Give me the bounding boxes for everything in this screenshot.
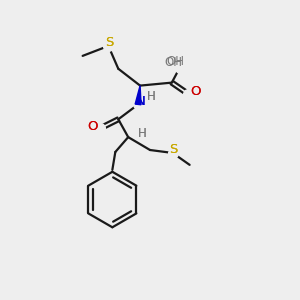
Text: H: H — [138, 127, 146, 140]
Text: O: O — [87, 120, 98, 133]
Text: OH: OH — [165, 56, 183, 69]
Text: S: S — [105, 35, 114, 49]
Text: O: O — [190, 85, 201, 98]
Text: H: H — [147, 90, 155, 103]
Text: O: O — [87, 120, 98, 133]
Text: S: S — [169, 142, 178, 155]
Text: O: O — [190, 85, 201, 98]
Text: H: H — [138, 127, 146, 140]
Text: OH: OH — [167, 55, 185, 68]
Text: S: S — [105, 35, 114, 49]
Text: N: N — [136, 95, 146, 108]
Polygon shape — [135, 85, 141, 105]
Text: N: N — [136, 95, 146, 108]
Text: H: H — [147, 90, 155, 103]
Text: S: S — [169, 142, 178, 155]
